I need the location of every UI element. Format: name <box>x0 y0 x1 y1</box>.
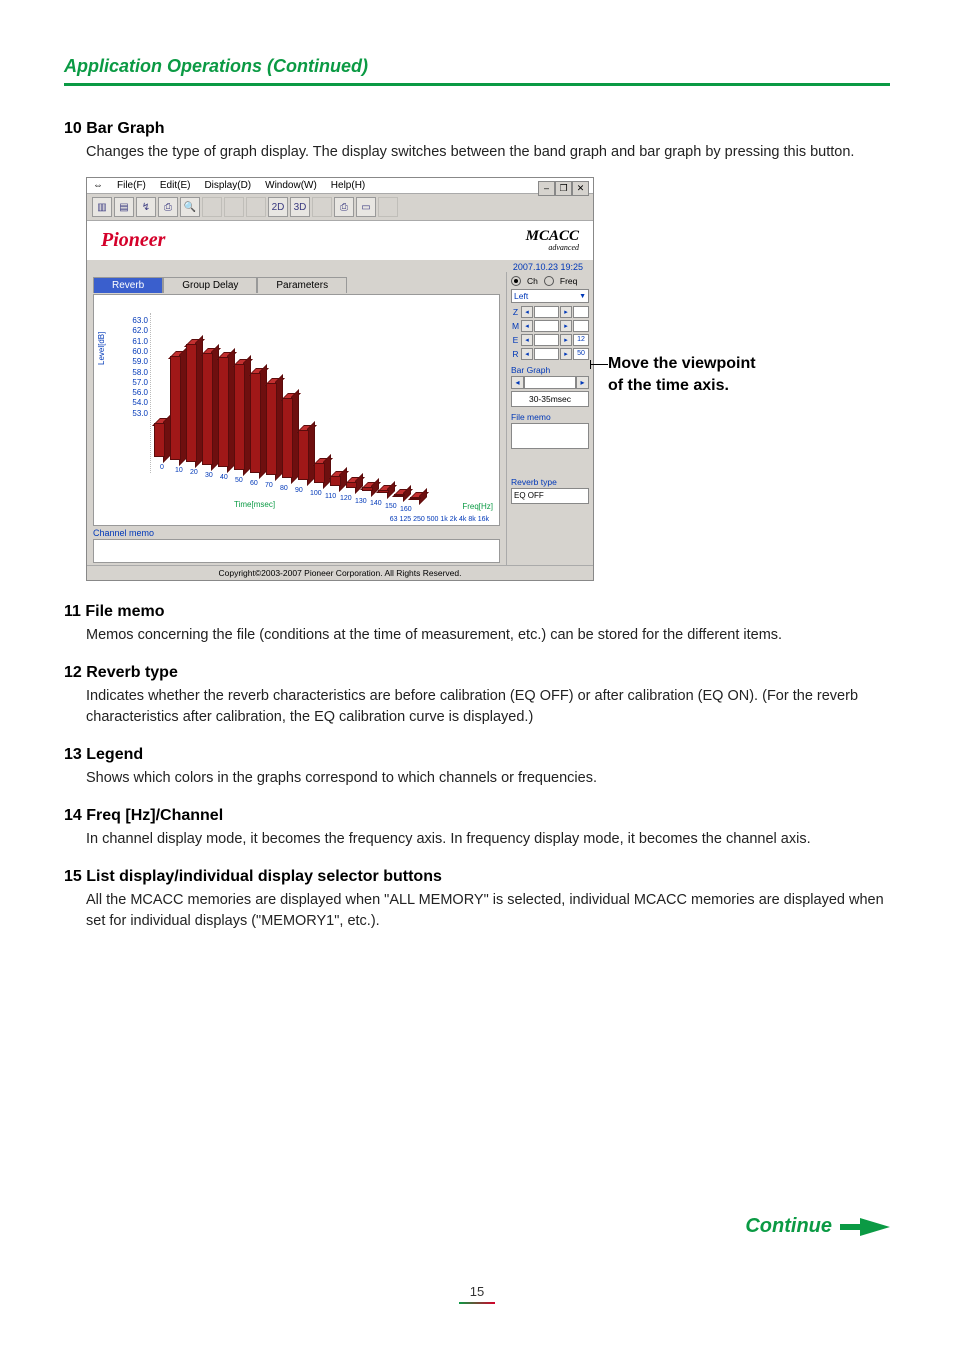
section-10-body: Changes the type of graph display. The d… <box>86 142 890 163</box>
chart-xlabel: Time[msec] <box>234 500 275 509</box>
arrow-right-icon <box>840 1218 890 1236</box>
chart-bar <box>394 494 405 496</box>
chart-bar <box>186 344 197 462</box>
chart-bar <box>330 476 341 486</box>
section-15: 15 List display/individual display selec… <box>64 868 890 932</box>
toolbar-button-10[interactable] <box>312 197 332 217</box>
arrow-right-icon[interactable]: ▸ <box>560 306 572 318</box>
mcacc-logo: MCACC advanced <box>526 229 579 252</box>
menu-display[interactable]: Display(D) <box>204 180 251 191</box>
page-title: Application Operations (Continued) <box>64 56 890 86</box>
reverb-type-value: EQ OFF <box>511 488 589 504</box>
bar-graph-label: Bar Graph <box>511 365 589 375</box>
bar-chart: Level[dB] 63.062.061.060.059.058.057.056… <box>93 294 500 526</box>
arrow-right-icon[interactable]: ▸ <box>560 334 572 346</box>
time-readout: 30-35msec <box>511 391 589 407</box>
toolbar-button-1[interactable]: ▤ <box>114 197 134 217</box>
timestamp: 2007.10.23 19:25 <box>87 260 593 272</box>
menu-window[interactable]: Window(W) <box>265 180 317 191</box>
app-icon: ⇔ <box>93 180 103 191</box>
page-number: 15 <box>0 1284 954 1304</box>
section-14: 14 Freq [Hz]/Channel In channel display … <box>64 807 890 850</box>
chart-ylabel: Level[dB] <box>97 332 106 365</box>
close-button[interactable]: ✕ <box>572 181 589 196</box>
app-screenshot: ⇔ File(F) Edit(E) Display(D) Window(W) H… <box>86 177 594 581</box>
slider-e[interactable]: E◂▸12 <box>511 334 589 346</box>
slider-m[interactable]: M◂▸ <box>511 320 589 332</box>
toolbar-button-6[interactable] <box>224 197 244 217</box>
arrow-left-icon[interactable]: ◂ <box>521 320 533 332</box>
toolbar: ▥▤↯⎙🔍2D3D⎙▭ <box>87 194 593 221</box>
toolbar-button-0[interactable]: ▥ <box>92 197 112 217</box>
chart-bar <box>378 490 389 493</box>
radio-ch[interactable] <box>511 276 521 286</box>
tab-parameters[interactable]: Parameters <box>257 277 347 293</box>
arrow-left-icon[interactable]: ◂ <box>521 306 533 318</box>
toolbar-button-8[interactable]: 2D <box>268 197 288 217</box>
toolbar-button-9[interactable]: 3D <box>290 197 310 217</box>
menu-file[interactable]: File(F) <box>117 180 146 191</box>
chart-freq-label: Freq[Hz] <box>462 502 493 511</box>
minimize-button[interactable]: – <box>538 181 555 196</box>
file-memo-label: File memo <box>511 412 589 422</box>
channel-memo-box[interactable] <box>93 539 500 563</box>
chart-yticks: 63.062.061.060.059.058.057.056.054.053.0 <box>126 317 148 420</box>
slider-z[interactable]: Z◂▸ <box>511 306 589 318</box>
menu-help[interactable]: Help(H) <box>331 180 365 191</box>
section-10-heading: 10 Bar Graph <box>64 120 890 138</box>
menubar: ⇔ File(F) Edit(E) Display(D) Window(W) H… <box>87 178 593 194</box>
section-10: 10 Bar Graph Changes the type of graph d… <box>64 120 890 581</box>
side-panel: Ch Freq Left▼ Z◂▸M◂▸E◂▸12R◂▸50 Bar Graph… <box>506 272 593 565</box>
section-13: 13 Legend Shows which colors in the grap… <box>64 746 890 789</box>
tabs: Reverb Group Delay Parameters <box>93 276 500 292</box>
chart-bar <box>266 383 277 475</box>
chart-bar <box>362 487 373 491</box>
toolbar-button-4[interactable]: 🔍 <box>180 197 200 217</box>
menu-edit[interactable]: Edit(E) <box>160 180 191 191</box>
chart-bar <box>170 356 181 460</box>
chart-bar <box>282 398 293 478</box>
chart-bar <box>314 463 325 483</box>
toolbar-button-5[interactable] <box>202 197 222 217</box>
chart-bar <box>218 357 229 467</box>
section-11: 11 File memo Memos concerning the file (… <box>64 603 890 646</box>
toolbar-button-11[interactable]: ⎙ <box>334 197 354 217</box>
chart-bar <box>410 497 421 499</box>
toolbar-button-3[interactable]: ⎙ <box>158 197 178 217</box>
continue-link[interactable]: Continue <box>745 1215 890 1238</box>
arrow-left-icon[interactable]: ◂ <box>521 348 533 360</box>
slider-r[interactable]: R◂▸50 <box>511 348 589 360</box>
chart-bar <box>346 482 357 488</box>
arrow-left-icon[interactable]: ◂ <box>521 334 533 346</box>
copyright: Copyright©2003-2007 Pioneer Corporation.… <box>87 565 593 580</box>
callout: Move the viewpoint of the time axis. <box>608 353 756 396</box>
chart-bar <box>298 430 309 480</box>
tab-reverb[interactable]: Reverb <box>93 277 163 293</box>
channel-select[interactable]: Left▼ <box>511 289 589 303</box>
maximize-button[interactable]: ❐ <box>555 181 572 196</box>
pioneer-logo: Pioneer <box>101 229 165 252</box>
toolbar-button-7[interactable] <box>246 197 266 217</box>
arrow-right-icon[interactable]: ▸ <box>560 320 572 332</box>
channel-memo-label: Channel memo <box>93 528 500 538</box>
chevron-down-icon: ▼ <box>579 293 586 300</box>
chart-bar <box>202 353 213 465</box>
chart-bar <box>154 423 165 457</box>
reverb-type-label: Reverb type <box>511 477 589 487</box>
chart-bar <box>234 364 245 470</box>
tab-group-delay[interactable]: Group Delay <box>163 277 257 293</box>
arrow-right-icon[interactable]: ▸ <box>560 348 572 360</box>
section-12: 12 Reverb type Indicates whether the rev… <box>64 664 890 728</box>
arrow-left-icon[interactable]: ◂ <box>511 376 524 389</box>
radio-freq[interactable] <box>544 276 554 286</box>
chart-bar <box>250 373 261 473</box>
arrow-right-icon[interactable]: ▸ <box>576 376 589 389</box>
toolbar-button-13[interactable] <box>378 197 398 217</box>
file-memo-box[interactable] <box>511 423 589 449</box>
chart-freq-ticks: 63 125 250 500 1k 2k 4k 8k 16k <box>239 516 489 523</box>
toolbar-button-2[interactable]: ↯ <box>136 197 156 217</box>
toolbar-button-12[interactable]: ▭ <box>356 197 376 217</box>
time-axis-scrollbar[interactable]: ◂ ▸ <box>511 376 589 389</box>
